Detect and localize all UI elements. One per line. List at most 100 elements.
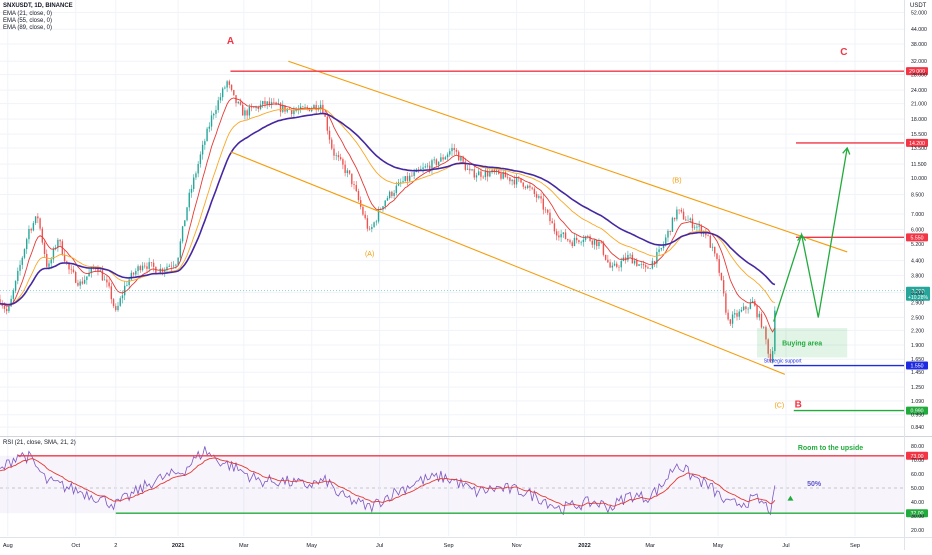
time-tick-label: 2021 (172, 543, 184, 549)
candle-body (10, 298, 12, 307)
wave-label-a: A (227, 36, 234, 47)
level-price-text: 5.550 (911, 235, 924, 241)
candle-body (375, 221, 377, 223)
candle-body (774, 310, 776, 352)
candle-body (600, 241, 602, 243)
candle-body (547, 209, 549, 213)
candle-body (722, 280, 725, 294)
candle-body (193, 177, 195, 189)
candle-body (206, 128, 208, 142)
candle-body (39, 218, 41, 229)
projection-peak-marker (797, 233, 807, 241)
candle-body (355, 185, 357, 191)
candle-body (168, 265, 170, 267)
candle-body (221, 88, 224, 98)
candle-body (669, 230, 671, 232)
candle-body (578, 240, 580, 243)
price-tick-label: 52.000 (911, 10, 927, 16)
candle-body (257, 106, 259, 110)
candle-body (137, 266, 139, 272)
candle-body (284, 105, 286, 112)
candle-body (758, 313, 760, 318)
last-price-change: +10.28% (908, 295, 928, 301)
candle-body (573, 237, 576, 247)
level-price-text: 1.550 (911, 364, 924, 370)
candle-body (464, 161, 467, 170)
candle-body (649, 268, 651, 270)
price-tick-label: 38.000 (911, 42, 927, 48)
candle-body (596, 239, 598, 247)
candle-body (714, 246, 716, 254)
candle-body (237, 101, 239, 104)
ema-89-legend: EMA (89, close, 0) (3, 25, 53, 31)
candle-body (460, 156, 462, 161)
candle-body (725, 293, 727, 313)
candle-body (482, 176, 484, 178)
candle-body (665, 237, 667, 245)
candle-body (553, 223, 556, 232)
price-tick-label: 2.900 (911, 301, 924, 307)
candle-body (342, 159, 344, 165)
candle-body (244, 110, 246, 116)
candle-body (551, 221, 553, 224)
candle-body (357, 190, 360, 201)
wave-label-c: C (840, 47, 847, 58)
wave-label-b: B (795, 400, 802, 411)
candle-body (255, 106, 257, 108)
time-tick-label: Sep (444, 543, 454, 549)
candle-body (598, 241, 600, 247)
candle-body (667, 230, 669, 238)
candle-body (30, 228, 32, 231)
candle-body (195, 173, 197, 178)
candle-body (50, 259, 52, 264)
price-tick-label: 1.650 (911, 357, 924, 363)
candle-body (371, 227, 373, 230)
candle-body (444, 157, 447, 160)
candle-body (299, 106, 302, 110)
candle-body (279, 103, 282, 112)
candle-body (584, 236, 587, 240)
candle-body (41, 228, 44, 243)
candle-body (711, 246, 714, 248)
candle-body (727, 312, 729, 320)
candle-body (286, 108, 288, 112)
candle-body (21, 257, 23, 265)
candle-body (524, 186, 527, 189)
candle-body (88, 272, 90, 277)
candle-body (422, 167, 424, 169)
candle-body (144, 265, 146, 267)
candle-body (745, 306, 747, 310)
candle-body (478, 171, 480, 176)
candle-body (533, 188, 536, 194)
price-tick-label: 10.000 (911, 176, 927, 182)
price-tick-label: 6.000 (911, 227, 924, 233)
candle-body (97, 269, 99, 272)
candle-body (527, 185, 529, 189)
level-price-text: 0.990 (911, 409, 924, 415)
candle-body (230, 84, 233, 90)
candle-body (386, 197, 389, 201)
candle-body (324, 112, 326, 117)
candle-body (139, 266, 141, 271)
candle-body (535, 193, 538, 198)
candle-body (638, 264, 640, 266)
candle-body (313, 104, 315, 109)
candle-body (693, 227, 696, 229)
candle-body (736, 313, 738, 317)
candle-body (645, 265, 647, 268)
rsi-tick-label: 20.00 (911, 528, 924, 534)
candle-body (377, 209, 380, 222)
price-tick-label: 15.500 (911, 132, 927, 138)
channel-upper-line (288, 60, 848, 253)
candle-body (328, 130, 331, 140)
candle-body (333, 148, 335, 156)
candle-body (629, 254, 631, 256)
candle-body (315, 104, 317, 111)
rsi-level-text: 32.00 (911, 511, 924, 517)
candle-body (262, 101, 264, 105)
candle-body (575, 237, 578, 241)
time-tick-label: Jul (782, 543, 789, 549)
candle-body (404, 176, 406, 182)
candle-body (504, 172, 507, 178)
